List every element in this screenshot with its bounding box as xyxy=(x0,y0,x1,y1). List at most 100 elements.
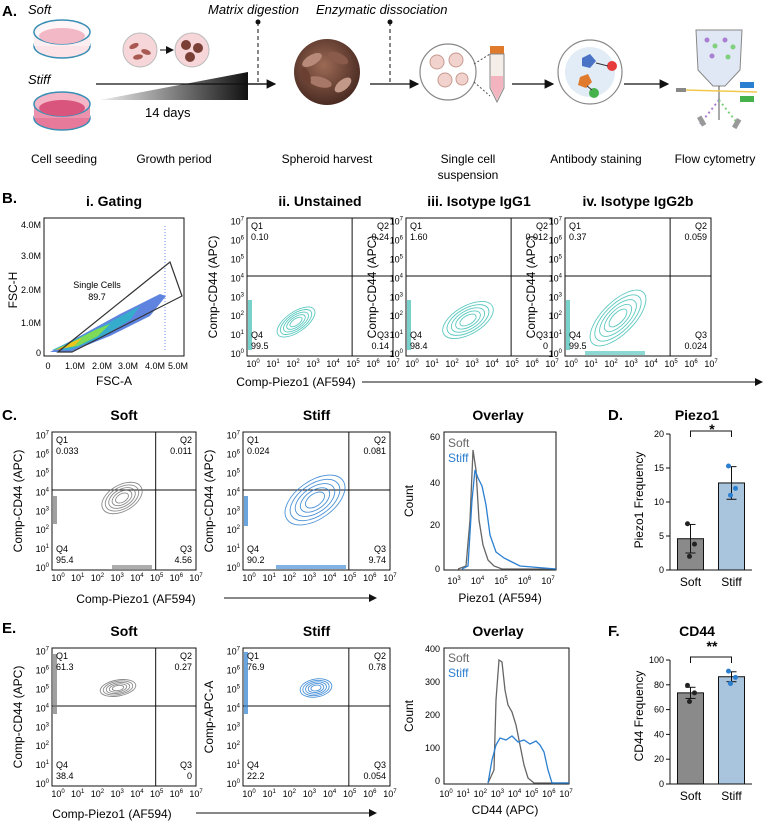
panel-b-plot-2-ytick: 103 xyxy=(231,292,245,302)
panel-e-soft-q1-label: Q1 xyxy=(56,651,68,661)
cd44-chart-title: CD44 xyxy=(679,623,715,639)
bar-soft xyxy=(677,692,704,785)
panel-b-plot-4-contour xyxy=(599,299,637,337)
panel-c-stiff-ytick: 104 xyxy=(227,487,241,497)
panel-e-soft-title: Soft xyxy=(110,623,138,639)
panel-e-quadrant-plots: SoftQ161.3Q20.27Q30Q438.4100101102103104… xyxy=(11,623,397,799)
panel-b-plot-4-contour xyxy=(589,289,647,347)
ytick-label: 0 xyxy=(659,779,664,789)
panel-b-plot-4-ytick: 104 xyxy=(549,273,563,283)
panel-b-plot-4-ytick: 106 xyxy=(549,236,563,246)
panel-b-plot-2-q4-value: 99.5 xyxy=(251,341,269,351)
panel-c-stiff-axis-events xyxy=(244,496,248,526)
svg-text:0: 0 xyxy=(36,348,41,358)
panel-b-plot-3-contour xyxy=(459,313,477,327)
panel-b-plot-3-contour xyxy=(450,307,486,333)
panel-e-stiff-contour xyxy=(299,678,333,698)
panel-b-plot-4-xtick: 100 xyxy=(564,359,578,369)
panel-d-letter: D. xyxy=(608,407,623,424)
panel-c-stiff-contour xyxy=(294,483,336,517)
panel-c-soft-ytick: 101 xyxy=(36,544,50,554)
cd44-ylabel: CD44 Frequency xyxy=(632,671,646,762)
panel-c-stiff-ytick: 106 xyxy=(227,450,241,460)
significance-bracket xyxy=(690,656,732,663)
panel-b-quadrant-plots: ii. UnstainedQ10.10Q20.24Q30.14Q499.5100… xyxy=(206,193,718,369)
panel-c-stiff-ytick: 105 xyxy=(227,468,241,478)
stiff-dish-icon xyxy=(33,91,91,131)
panel-b-plot-3-ytick: 101 xyxy=(390,330,404,340)
panel-e-soft-xtick: 101 xyxy=(71,789,85,799)
bar-stiff xyxy=(718,676,745,785)
panel-c-soft-q4-value: 95.4 xyxy=(56,555,74,565)
panel-b-plot-4-ytick: 103 xyxy=(549,292,563,302)
panel-c-stiff-xtick: 105 xyxy=(343,573,357,583)
stiff-label: Stiff xyxy=(28,72,52,87)
panel-e-stiff-ytick: 100 xyxy=(227,779,241,789)
panel-c-soft-contour xyxy=(115,492,129,504)
overlay-e-legend-stiff: Stiff xyxy=(448,666,469,680)
panel-c-soft-contour xyxy=(104,484,140,512)
panel-e-soft-ytick: 107 xyxy=(36,647,50,657)
panel-c-soft-xtick: 107 xyxy=(189,573,203,583)
panel-b-plot-3-xtick: 106 xyxy=(525,359,539,369)
panel-e-soft-ytick: 104 xyxy=(36,703,50,713)
panel-e-stiff-axis-events xyxy=(244,652,248,714)
panel-b-plot-4-q1-label: Q1 xyxy=(569,221,581,231)
panel-b-plot-2-title: ii. Unstained xyxy=(278,193,361,209)
panel-b-plot-3-ytick: 103 xyxy=(390,292,404,302)
panel-e-soft-ytick: 103 xyxy=(36,722,50,732)
svg-text:4.0M: 4.0M xyxy=(21,220,41,230)
panel-c-soft-ytick: 102 xyxy=(36,525,50,535)
panel-e-stiff-xtick: 107 xyxy=(383,789,397,799)
panel-c-soft-xtick: 104 xyxy=(130,573,144,583)
single-cells-gate xyxy=(56,261,183,353)
panel-e-soft-xtick: 106 xyxy=(170,789,184,799)
panel-e-soft-q2-value: 0.27 xyxy=(174,662,192,672)
panel-e-stiff-xtick: 102 xyxy=(283,789,297,799)
panel-b-plot-3-contour xyxy=(446,304,490,336)
step-suspension: suspension xyxy=(438,168,499,182)
step-single-cell: Single cell xyxy=(441,152,496,166)
panel-c-stiff-xtick: 101 xyxy=(262,573,276,583)
panel-e-stiff-q2-label: Q2 xyxy=(374,651,386,661)
panel-c-xlabel: Comp-Piezo1 (AF594) xyxy=(76,592,195,606)
panel-d: D. Piezo1 Piezo1 Frequency 0 5 10 15 20 Soft S… xyxy=(608,407,752,589)
panel-b-plot-2-xtick: 101 xyxy=(266,359,280,369)
panel-b-plot-2-contour xyxy=(289,316,303,328)
matrix-digestion-label: Matrix digestion xyxy=(208,2,299,17)
piezo1-ylabel: Piezo1 Frequency xyxy=(632,452,646,549)
panel-e-soft-axis-events xyxy=(53,654,57,714)
panel-b-plot-3: iii. Isotype IgG1Q11.60Q20.012Q30Q498.41… xyxy=(365,193,559,369)
panel-b-plot-2-xtick: 106 xyxy=(366,359,380,369)
ytick-label: 60 xyxy=(654,705,664,715)
panel-b-plot-4-xtick: 101 xyxy=(584,359,598,369)
panel-e-stiff-contour xyxy=(302,679,330,697)
panel-e-soft-ytick: 106 xyxy=(36,666,50,676)
panel-e-stiff-frame xyxy=(242,647,391,787)
panel-c-stiff-q1-value: 0.024 xyxy=(247,446,270,456)
panel-b-plot-3-ytick: 100 xyxy=(390,349,404,359)
panel-b-plot-3-xtick: 103 xyxy=(465,359,479,369)
panel-c-soft-ytick: 104 xyxy=(36,487,50,497)
step-antibody-staining: Antibody staining xyxy=(550,152,641,166)
panel-f-letter: F. xyxy=(608,623,620,640)
panel-b-plot-3-ylabel: Comp-CD44 (APC) xyxy=(365,236,379,339)
panel-b-letter: B. xyxy=(2,190,17,207)
panel-b-plot-3-xtick: 105 xyxy=(505,359,519,369)
panel-e-soft-xtick: 104 xyxy=(130,789,144,799)
panel-b-plot-4-ytick: 102 xyxy=(549,311,563,321)
panel-e-soft-xtick: 102 xyxy=(91,789,105,799)
panel-e-stiff-xtick: 106 xyxy=(363,789,377,799)
panel-e-soft-q1-value: 61.3 xyxy=(56,662,74,672)
ytick-label: 5 xyxy=(659,531,664,541)
panel-c-soft-q2-value: 0.011 xyxy=(170,446,192,456)
overlay-c-ylabel: Count xyxy=(402,484,416,517)
panel-c-soft-axis-events xyxy=(53,496,57,524)
panel-b-plot-2-contour xyxy=(286,314,306,330)
svg-text:40: 40 xyxy=(430,478,440,488)
single-cell-icon xyxy=(419,43,505,104)
panel-b-plot-3-contour xyxy=(455,310,481,330)
